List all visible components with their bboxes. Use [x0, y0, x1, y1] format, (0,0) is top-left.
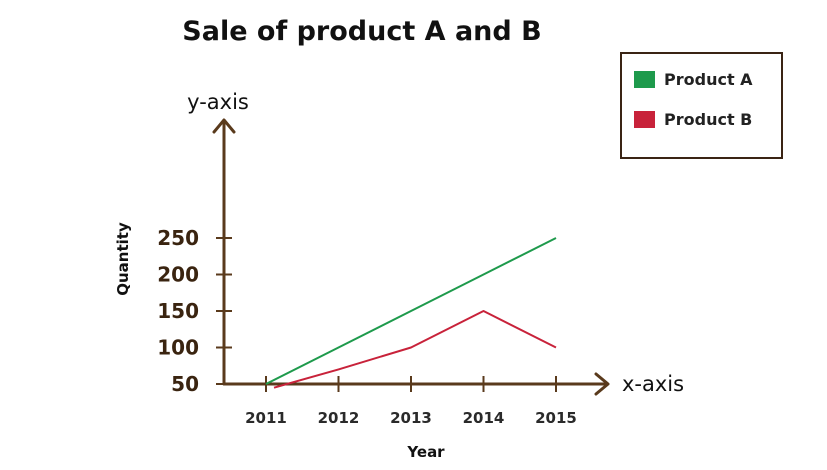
x-tick-label-2014: 2014 — [463, 409, 505, 427]
y-tick-label-50: 50 — [171, 372, 199, 396]
x-tick-label-2013: 2013 — [390, 409, 432, 427]
y-axis-word: y-axis — [187, 90, 249, 114]
y-tick-label-200: 200 — [157, 263, 199, 287]
x-tick-label-2012: 2012 — [318, 409, 360, 427]
legend-label-product-a: Product A — [664, 70, 753, 89]
legend-swatch-product-b — [634, 111, 655, 128]
x-axis-title: Year — [406, 443, 445, 461]
legend-label-product-b: Product B — [664, 110, 752, 129]
y-axis-title: Quantity — [114, 222, 132, 296]
series-line-product-a — [265, 237, 557, 385]
x-tick-label-2011: 2011 — [245, 409, 287, 427]
axes — [212, 118, 610, 396]
x-axis-word: x-axis — [622, 372, 684, 396]
series-line-product-b — [273, 310, 557, 389]
y-axis-arrowhead — [212, 118, 236, 134]
legend-box — [620, 52, 783, 159]
y-tick-label-150: 150 — [157, 299, 199, 323]
x-ticks: 2011 2012 2013 2014 2015 — [245, 376, 577, 427]
legend-swatch-product-a — [634, 71, 655, 88]
y-ticks: 50 100 150 200 250 — [157, 226, 232, 396]
legend: Product A Product B — [620, 52, 783, 159]
y-tick-label-100: 100 — [157, 336, 199, 360]
chart-title: Sale of product A and B — [182, 16, 541, 47]
x-axis-arrowhead — [594, 372, 610, 396]
x-tick-label-2015: 2015 — [535, 409, 577, 427]
series-lines — [265, 237, 557, 389]
y-tick-label-250: 250 — [157, 226, 199, 250]
